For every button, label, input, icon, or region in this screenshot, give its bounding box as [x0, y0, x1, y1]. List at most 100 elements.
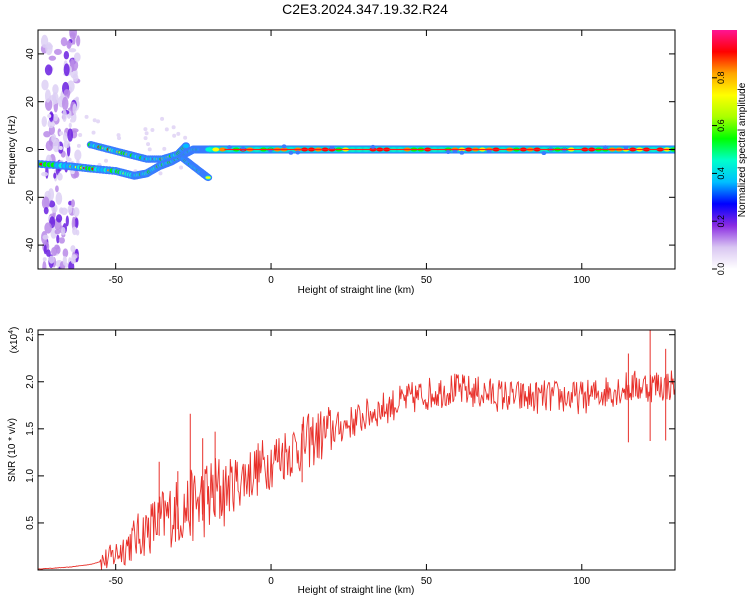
heatmap-cell: [42, 234, 49, 240]
heatmap-cell: [53, 172, 57, 179]
heatmap-cell: [226, 145, 232, 150]
heatmap-cell: [41, 79, 49, 91]
snr-y-multiplier: (x104): [8, 327, 20, 354]
heatmap-cell: [59, 131, 64, 136]
spectrogram-x-axis-label: Height of straight line (km): [298, 285, 415, 296]
heatmap-cell: [84, 114, 89, 119]
y-tick-label: 1.0: [25, 468, 36, 482]
heatmap-cell: [60, 207, 68, 216]
snr-multiplier-close: ): [9, 327, 20, 330]
y-tick-label: -20: [25, 190, 36, 205]
heatmap-cell: [70, 118, 75, 123]
heatmap-cell: [72, 226, 78, 236]
heatmap-cell: [52, 138, 60, 153]
y-tick-label: 2.0: [25, 374, 36, 388]
heatmap-cell: [44, 89, 51, 103]
heatmap-cell: [49, 111, 54, 122]
heatmap-cell: [45, 140, 54, 152]
heatmap-cell: [70, 245, 76, 253]
heatmap-cell: [486, 149, 492, 154]
x-tick-label: -50: [108, 576, 123, 587]
heatmap-cell: [55, 192, 63, 205]
x-tick-label: 50: [421, 576, 433, 587]
colorbar-ticks: 0.0 0.2 0.4 0.6 0.8: [712, 72, 726, 275]
heatmap-cell: [62, 132, 68, 143]
heatmap-cell: [56, 246, 61, 254]
heatmap-cell: [58, 237, 65, 244]
heatmap-cell: [68, 122, 72, 129]
chart-title: C2E3.2024.347.19.32.R24: [282, 1, 448, 17]
spectrogram-y-axis-label: Frequency (Hz): [7, 116, 18, 185]
heatmap-cell: [42, 257, 47, 262]
heatmap-cell: [162, 146, 167, 151]
heatmap-cell: [179, 165, 184, 170]
heatmap-cell: [67, 205, 73, 214]
spectrogram-x-ticks: -50 0 50 100: [108, 30, 591, 286]
y-tick-label: 2.5: [25, 327, 36, 341]
heatmap-cell: [445, 149, 451, 154]
heatmap-cell: [70, 170, 75, 175]
heatmap-cell: [47, 114, 52, 119]
heatmap-cell: [150, 127, 155, 132]
colorbar: 0.0 0.2 0.4 0.6 0.8 Normalized spectral ampl…: [712, 30, 748, 275]
heatmap-cell: [42, 260, 47, 269]
heatmap-cell: [63, 63, 70, 77]
x-tick-label: 50: [421, 275, 433, 286]
heatmap-cell: [43, 244, 47, 255]
heatmap-cell: [76, 143, 81, 148]
heatmap-cell: [72, 207, 80, 217]
heatmap-cell: [62, 255, 67, 266]
heatmap-cell: [51, 122, 56, 127]
x-tick-label: 0: [268, 576, 274, 587]
heatmap-cell: [370, 144, 376, 149]
y-tick-label: 40: [25, 48, 36, 60]
heatmap-cell: [172, 133, 177, 138]
heatmap-cell: [51, 246, 58, 257]
heatmap-cell: [62, 109, 67, 122]
heatmap-cell: [66, 40, 72, 49]
heatmap-cell: [602, 145, 608, 150]
heatmap-cell: [67, 128, 74, 142]
heatmap-cell: [63, 140, 71, 149]
heatmap-cell: [143, 136, 148, 141]
snr-frame: [37, 329, 676, 571]
heatmap-cell: [41, 196, 50, 210]
snr-multiplier-base: (x10: [9, 333, 20, 353]
heatmap-cell: [459, 150, 465, 155]
heatmap-cell: [288, 150, 294, 155]
heatmap-cell: [117, 136, 122, 141]
heatmap-cell: [73, 52, 81, 62]
heatmap-cell: [61, 226, 66, 236]
colorbar-label: Normalized spectral amplitude: [737, 82, 748, 217]
heatmap-cell: [65, 215, 69, 227]
heatmap-cell: [56, 234, 60, 244]
heatmap-cell: [144, 131, 149, 136]
heatmap-cell: [44, 64, 53, 76]
snr-x-axis-label: Height of straight line (km): [298, 585, 415, 596]
heatmap-cell: [267, 148, 273, 153]
heatmap-cell: [54, 229, 61, 235]
heatmap-cell: [76, 35, 81, 47]
colorbar-tick-label: 0.2: [716, 215, 726, 228]
heatmap-cell: [57, 172, 63, 181]
heatmap-cell: [212, 147, 220, 152]
heatmap-cell: [46, 43, 53, 50]
heatmap-cell: [176, 131, 181, 136]
heatmap-cell: [48, 55, 57, 61]
colorbar-tick-label: 0.4: [716, 167, 726, 180]
heatmap-cell: [48, 255, 55, 264]
heatmap-cell: [143, 127, 148, 132]
heatmap-cell: [63, 51, 70, 60]
heatmap-cell: [146, 142, 151, 147]
heatmap-cell: [67, 157, 72, 162]
heatmap-cell: [55, 185, 59, 193]
x-tick-label: 0: [268, 275, 274, 286]
snr-x-ticks: -50 0 50 100: [108, 330, 591, 587]
heatmap-cell: [45, 249, 51, 257]
heatmap-cell: [205, 147, 213, 152]
heatmap-cell: [53, 113, 59, 122]
snr-multiplier-exp: 4: [8, 330, 15, 334]
heatmap-cell: [164, 127, 169, 132]
heatmap-cell: [104, 158, 109, 163]
